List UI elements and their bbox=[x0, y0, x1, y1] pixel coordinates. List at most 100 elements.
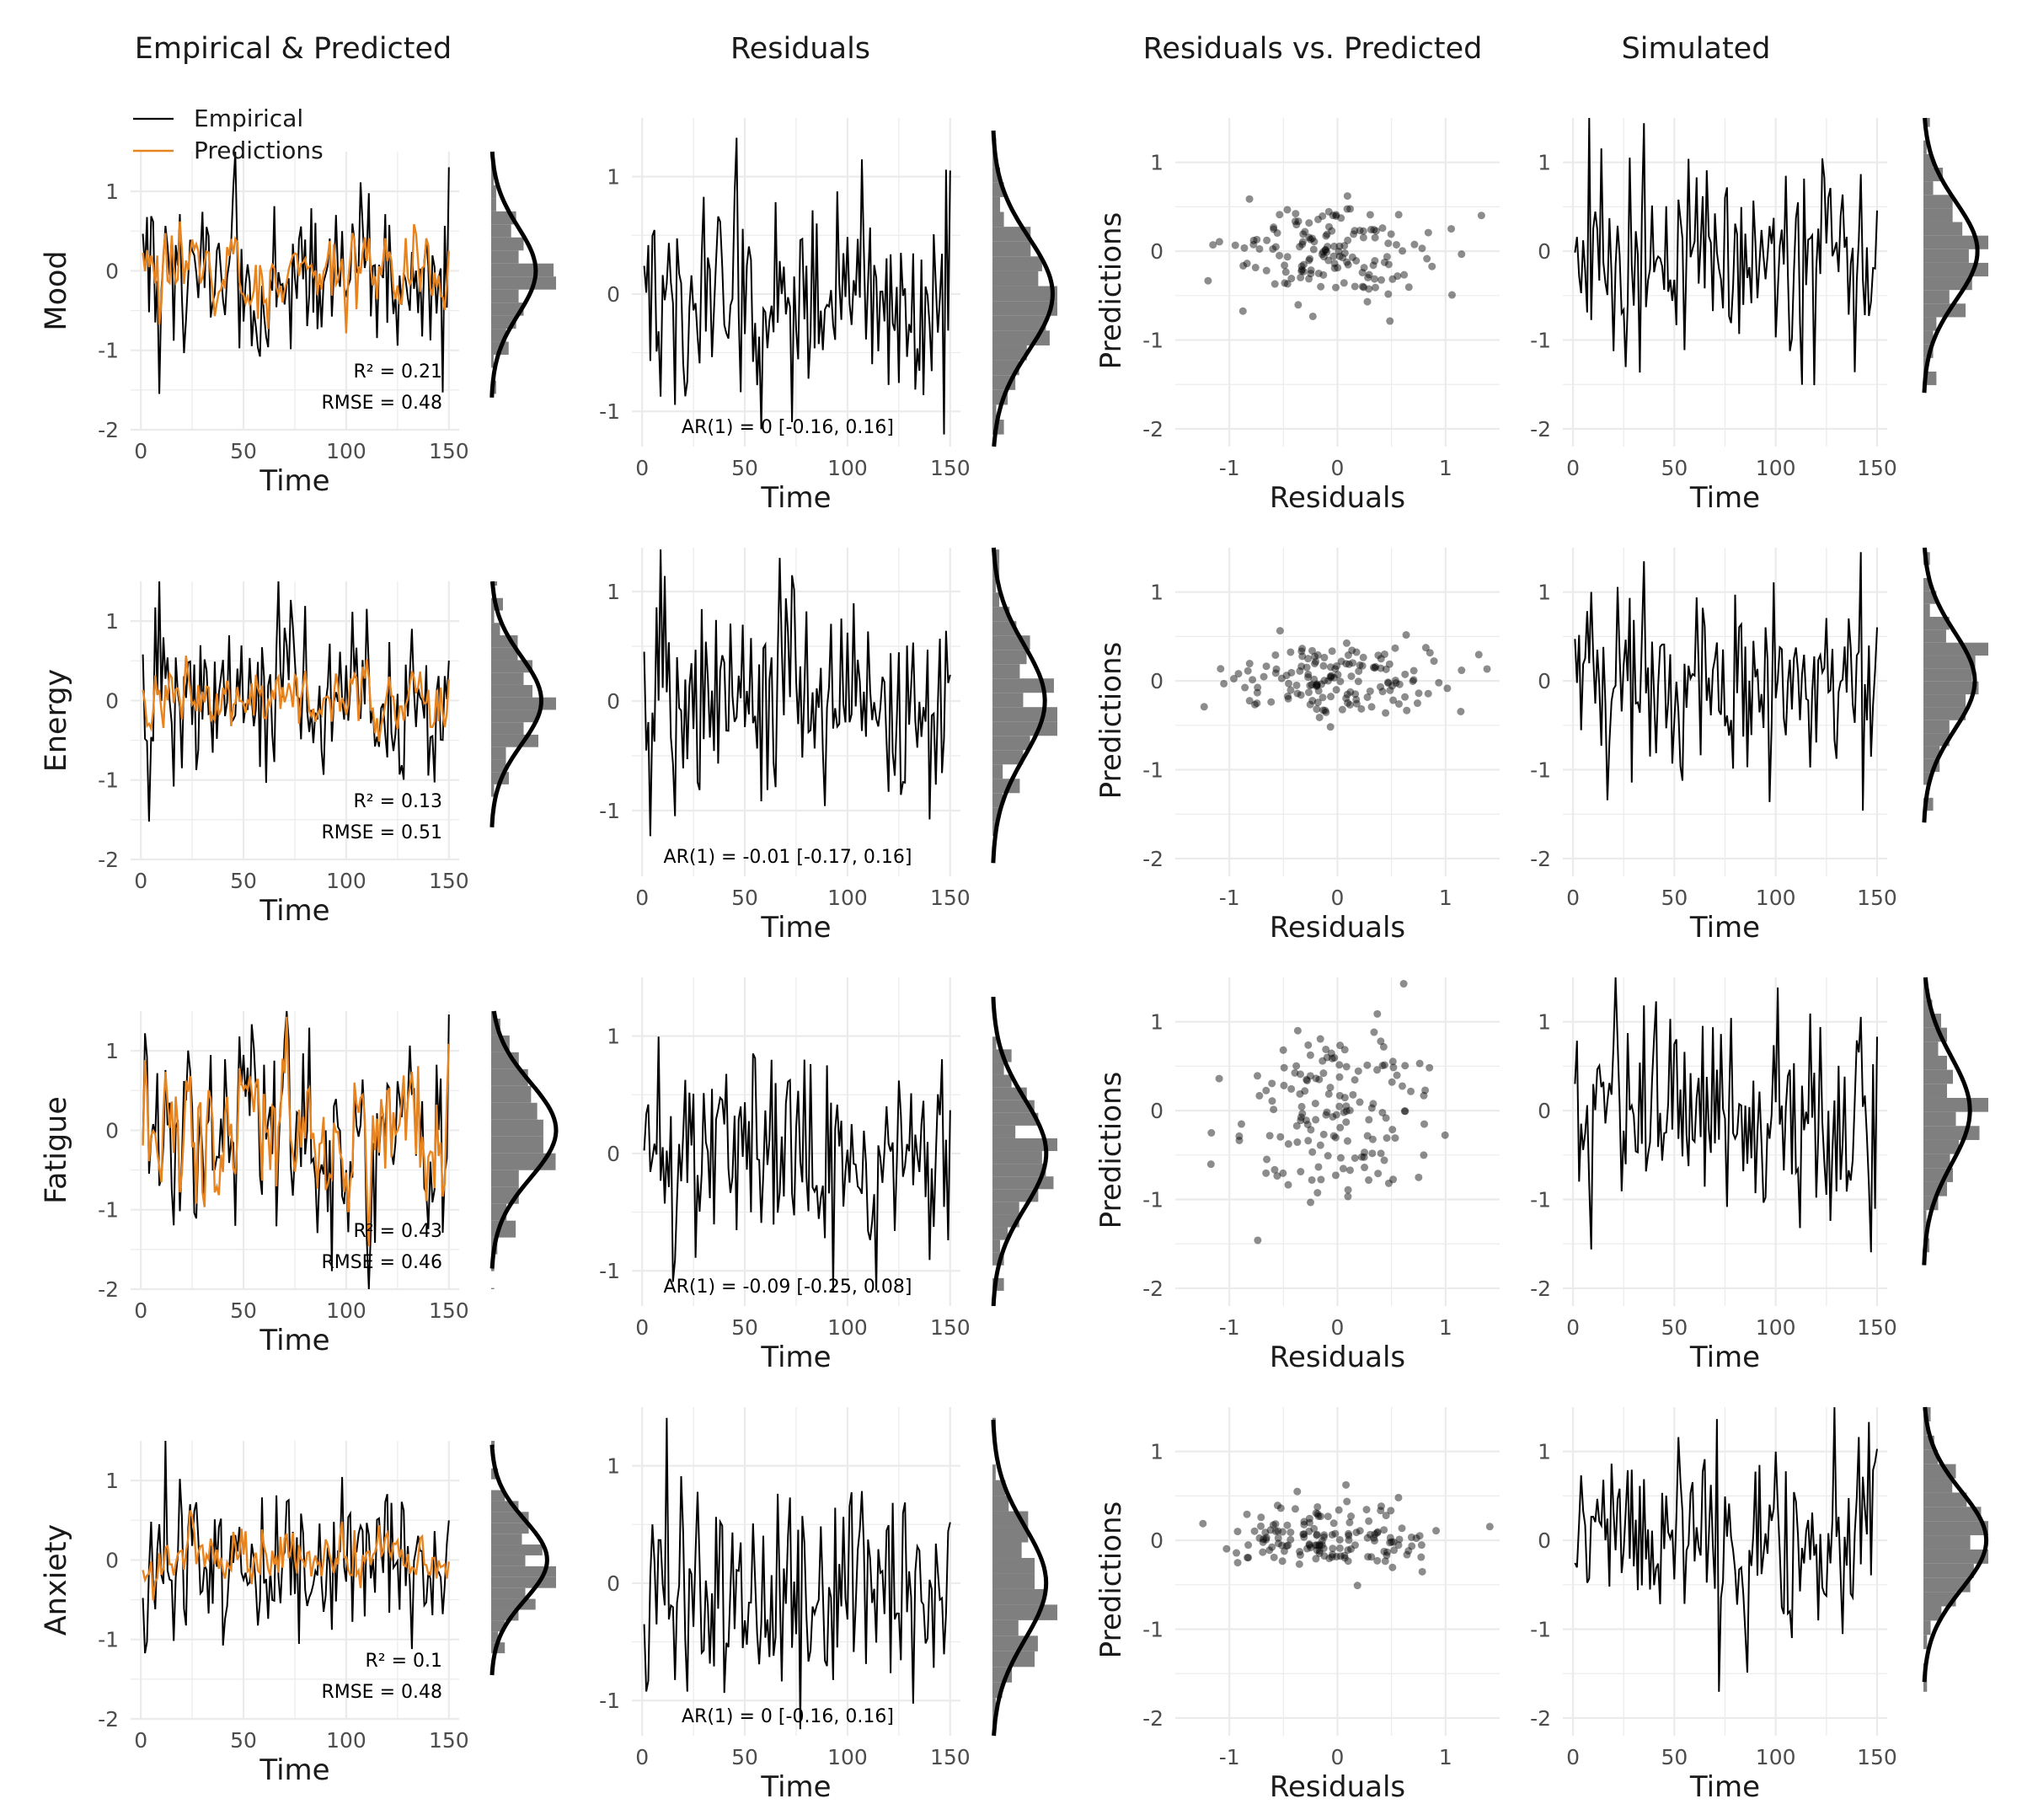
scatter-point-energy bbox=[1372, 662, 1380, 671]
scatter-point-fatigue bbox=[1335, 1102, 1344, 1111]
scatter-point-fatigue bbox=[1415, 1059, 1424, 1068]
scatter-point-fatigue bbox=[1389, 1063, 1398, 1072]
residuals-mood-histogram-bar bbox=[992, 227, 1031, 242]
scatter-point-anxiety bbox=[1305, 1527, 1313, 1535]
empirical-fatigue-histogram-bar bbox=[491, 1287, 495, 1289]
scatter-point-energy bbox=[1260, 672, 1268, 681]
scatter-anxiety-y-tick-label: 0 bbox=[1150, 1528, 1163, 1553]
empirical-mood-y-tick-label: -1 bbox=[98, 339, 119, 363]
scatter-point-fatigue bbox=[1335, 1091, 1344, 1100]
simulated-anxiety-histogram-bar bbox=[1923, 1478, 1953, 1493]
scatter-point-anxiety bbox=[1407, 1533, 1415, 1541]
residuals-fatigue-histogram-bar bbox=[992, 1100, 1035, 1113]
scatter-point-anxiety bbox=[1300, 1530, 1308, 1539]
empirical-mood-histogram-bar bbox=[491, 198, 496, 211]
scatter-point-mood bbox=[1306, 254, 1314, 263]
scatter-point-mood bbox=[1291, 217, 1299, 226]
scatter-point-mood bbox=[1364, 273, 1372, 281]
empirical-energy-x-tick-label: 100 bbox=[326, 869, 366, 893]
scatter-point-fatigue bbox=[1365, 1176, 1373, 1185]
scatter-point-fatigue bbox=[1342, 1118, 1351, 1127]
scatter-point-fatigue bbox=[1280, 1081, 1288, 1089]
scatter-point-anxiety bbox=[1373, 1528, 1382, 1536]
simulated-energy-y-tick-label: -1 bbox=[1530, 758, 1551, 783]
simulated-mood-density-curve bbox=[1922, 117, 1980, 393]
simulated-fatigue-y-tick-label: 0 bbox=[1538, 1099, 1551, 1123]
empirical-energy-histogram-bar bbox=[491, 647, 518, 661]
simulated-anxiety-histogram-bar bbox=[1923, 1577, 1971, 1592]
panel-scatter-fatigue: -2 -1 0 1 -1 0 1 Residuals Predictions bbox=[1094, 977, 1500, 1374]
residuals-mood-histogram-bar bbox=[992, 167, 1001, 183]
empirical-mood-density-curve bbox=[489, 151, 538, 398]
scatter-anxiety-y-tick-label: -2 bbox=[1142, 1706, 1163, 1731]
scatter-point-mood bbox=[1358, 268, 1367, 276]
simulated-energy-histogram-bar bbox=[1923, 772, 1930, 785]
scatter-point-energy bbox=[1200, 703, 1208, 711]
scatter-point-mood bbox=[1298, 238, 1307, 246]
scatter-point-energy bbox=[1402, 631, 1410, 640]
scatter-point-anxiety bbox=[1257, 1513, 1265, 1522]
empirical-anxiety-y-tick-label: 0 bbox=[105, 1548, 119, 1572]
scatter-point-energy bbox=[1328, 647, 1336, 656]
scatter-point-energy bbox=[1297, 691, 1305, 699]
scatter-point-mood bbox=[1351, 282, 1359, 291]
residuals-energy-histogram-bar bbox=[992, 693, 1024, 708]
scatter-mood-x-tick-label: 0 bbox=[1331, 456, 1345, 480]
simulated-fatigue-x-axis-label: Time bbox=[1689, 1341, 1760, 1374]
empirical-mood-histogram-bar bbox=[491, 172, 494, 185]
residuals-fatigue-y-tick-label: -1 bbox=[599, 1259, 620, 1283]
scatter-point-anxiety bbox=[1335, 1535, 1344, 1544]
scatter-point-energy bbox=[1311, 660, 1319, 668]
scatter-point-anxiety bbox=[1398, 1524, 1406, 1533]
scatter-point-fatigue bbox=[1368, 1149, 1377, 1158]
scatter-point-fatigue bbox=[1207, 1129, 1216, 1138]
simulated-mood-histogram-bar bbox=[1923, 303, 1966, 318]
panel-empirical-energy: -2 -1 0 1 0 50 100 150 Time R² = 0.13 RMSE = 0.51 bbox=[98, 581, 556, 928]
scatter-point-anxiety bbox=[1260, 1535, 1268, 1544]
scatter-point-energy bbox=[1313, 650, 1322, 659]
scatter-point-mood bbox=[1343, 205, 1351, 213]
scatter-point-energy bbox=[1327, 693, 1335, 701]
scatter-point-anxiety bbox=[1318, 1541, 1326, 1550]
scatter-point-anxiety bbox=[1305, 1541, 1313, 1550]
scatter-point-energy bbox=[1377, 655, 1385, 663]
scatter-point-mood bbox=[1276, 211, 1284, 219]
scatter-point-fatigue bbox=[1268, 1079, 1276, 1088]
simulated-fatigue-histogram-bar bbox=[1923, 1097, 1988, 1112]
empirical-mood-histogram-bar bbox=[491, 302, 524, 316]
scatter-point-energy bbox=[1391, 676, 1399, 684]
column-title-residuals: Residuals bbox=[730, 32, 871, 66]
scatter-point-energy bbox=[1337, 657, 1345, 666]
simulated-energy-x-tick-label: 50 bbox=[1661, 886, 1688, 910]
scatter-point-fatigue bbox=[1304, 1041, 1313, 1049]
scatter-point-anxiety bbox=[1262, 1535, 1270, 1544]
scatter-point-mood bbox=[1340, 242, 1349, 250]
scatter-anxiety-x-tick-label: -1 bbox=[1219, 1745, 1240, 1769]
scatter-point-anxiety bbox=[1274, 1527, 1282, 1535]
scatter-point-anxiety bbox=[1244, 1554, 1253, 1562]
rmse-label-fatigue: RMSE = 0.46 bbox=[321, 1252, 442, 1273]
scatter-point-energy bbox=[1326, 663, 1335, 672]
scatter-point-mood bbox=[1324, 256, 1333, 265]
scatter-point-fatigue bbox=[1254, 1236, 1262, 1245]
scatter-point-fatigue bbox=[1367, 1104, 1376, 1112]
column-title-residuals-vs-predicted: Residuals vs. Predicted bbox=[1142, 32, 1483, 66]
scatter-point-energy bbox=[1271, 669, 1280, 677]
scatter-point-anxiety bbox=[1389, 1538, 1398, 1546]
scatter-point-anxiety bbox=[1233, 1528, 1242, 1536]
empirical-energy-y-tick-label: -2 bbox=[98, 848, 119, 872]
residuals-energy-x-axis-label: Time bbox=[760, 911, 831, 945]
scatter-point-mood bbox=[1330, 242, 1339, 250]
scatter-point-energy bbox=[1303, 663, 1311, 672]
scatter-point-fatigue bbox=[1307, 1198, 1315, 1207]
empirical-mood-x-tick-label: 150 bbox=[429, 439, 469, 463]
scatter-point-energy bbox=[1319, 706, 1328, 715]
scatter-point-energy bbox=[1320, 653, 1329, 661]
scatter-point-mood bbox=[1283, 206, 1292, 214]
scatter-point-mood bbox=[1251, 264, 1260, 272]
scatter-point-fatigue bbox=[1360, 1153, 1368, 1161]
scatter-point-fatigue bbox=[1328, 1054, 1336, 1063]
scatter-mood-y-tick-label: 0 bbox=[1150, 239, 1163, 264]
scatter-fatigue-x-axis-label: Residuals bbox=[1270, 1341, 1405, 1374]
scatter-point-anxiety bbox=[1259, 1538, 1267, 1546]
